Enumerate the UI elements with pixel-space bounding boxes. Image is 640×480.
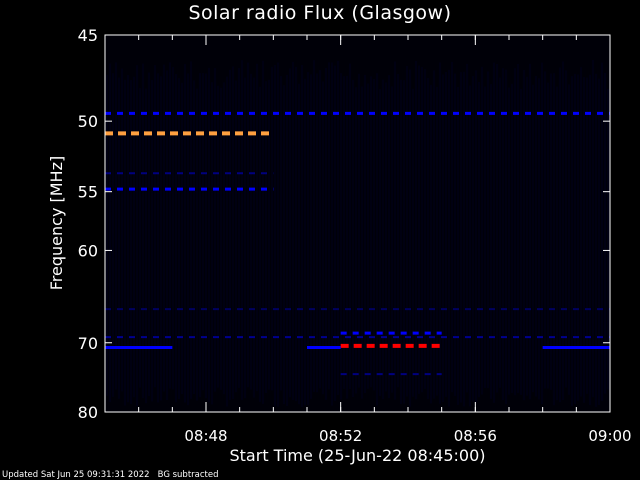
y-axis-label: Frequency [MHz] <box>47 155 66 291</box>
y-tick-label: 45 <box>78 26 98 45</box>
x-tick-label: 08:52 <box>319 427 362 445</box>
y-tick-label: 50 <box>78 112 98 131</box>
bg-note: BG subtracted <box>157 470 219 480</box>
chart-title: Solar radio Flux (Glasgow) <box>188 2 452 24</box>
y-tick-label: 80 <box>78 403 98 422</box>
emission-features <box>105 111 610 376</box>
plot-background <box>105 35 610 412</box>
x-axis-ticks: 08:48 08:52 08:56 09:00 <box>138 35 632 445</box>
y-tick-label: 60 <box>78 241 98 260</box>
x-tick-label: 08:56 <box>454 427 497 445</box>
y-tick-label: 55 <box>78 183 98 202</box>
x-tick-label: 09:00 <box>588 427 631 445</box>
x-tick-label: 08:48 <box>184 427 227 445</box>
x-axis-label: Start Time (25-Jun-22 08:45:00) <box>229 446 486 465</box>
plot-frame <box>104 34 611 413</box>
footer-status: Updated Sat Jun 25 09:31:31 2022 BG subt… <box>2 470 219 480</box>
y-axis-ticks: 45 50 55 60 70 80 <box>78 26 610 422</box>
y-tick-label: 70 <box>78 334 98 353</box>
updated-text: Updated Sat Jun 25 09:31:31 2022 <box>2 470 150 480</box>
